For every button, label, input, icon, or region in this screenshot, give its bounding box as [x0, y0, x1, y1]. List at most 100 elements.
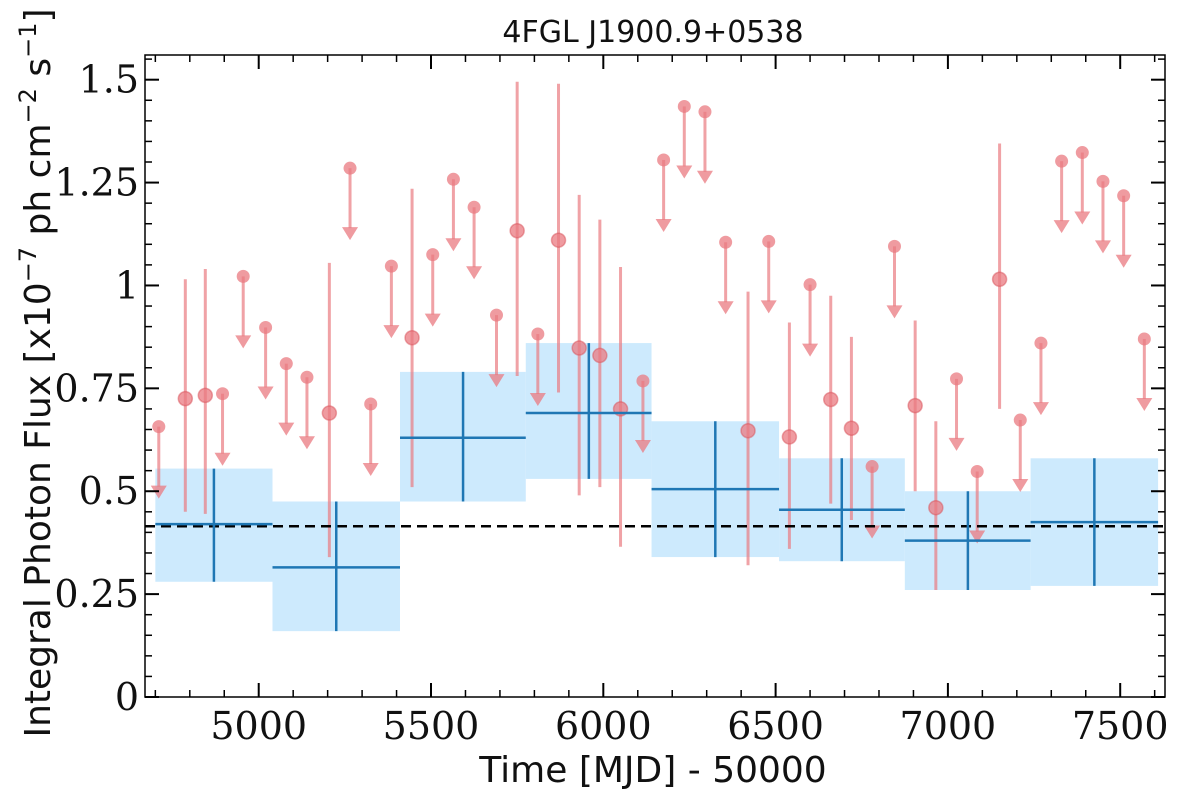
short-bin-point — [928, 499, 944, 516]
upper-limit-arrowhead — [1032, 402, 1049, 416]
upper-limit-arrowhead — [886, 305, 903, 319]
upper-limit-arrowhead — [1094, 240, 1111, 254]
y-axis-label-mid2: s — [18, 58, 59, 88]
upper-limit-point — [300, 370, 314, 384]
upper-limit-point — [1096, 174, 1110, 188]
upper-limit-arrowhead — [488, 374, 505, 388]
y-tick-label: 0.5 — [79, 469, 139, 513]
axes-frame — [144, 54, 1166, 698]
upper-limit-point — [531, 327, 545, 341]
upper-limit-arrowhead — [948, 437, 965, 451]
upper-limit-point — [698, 105, 712, 119]
upper-limit-arrowhead — [676, 165, 693, 179]
upper-limit-point — [259, 320, 273, 334]
upper-limit-arrowhead — [634, 439, 651, 453]
upper-limit-point — [236, 269, 250, 283]
upper-limit-point — [467, 200, 481, 214]
upper-limit-point — [677, 99, 691, 113]
short-bin-point — [177, 390, 194, 407]
y-tick-label: 1 — [115, 263, 139, 307]
y-axis-label-end: ] — [18, 8, 59, 22]
upper-limit-point — [719, 235, 733, 249]
upper-limit-point — [426, 248, 440, 262]
short-bin-point — [781, 429, 798, 445]
short-bin-point — [321, 405, 338, 421]
chart-title: 4FGL J1900.9+0538 — [502, 15, 803, 50]
upper-limit-point — [970, 464, 984, 478]
y-axis-label-main: Integral Photon Flux [x10 — [18, 282, 59, 737]
short-bin-point — [843, 420, 860, 437]
upper-limit-arrowhead — [362, 462, 379, 476]
y-tick-label: 1.25 — [54, 161, 139, 205]
upper-limit-point — [364, 397, 378, 411]
y-tick-label: 1.5 — [79, 58, 139, 102]
upper-limit-arrowhead — [342, 227, 359, 241]
upper-limit-point — [803, 278, 817, 292]
upper-limit-arrowhead — [1074, 211, 1091, 225]
upper-limit-arrowhead — [1053, 220, 1070, 234]
upper-limit-point — [1075, 146, 1089, 160]
upper-limit-arrowhead — [864, 525, 881, 539]
upper-limit-point — [216, 387, 230, 401]
short-bin-point — [404, 329, 420, 346]
upper-limit-arrowhead — [969, 530, 986, 544]
upper-limit-point — [152, 420, 166, 434]
x-tick-label: 7000 — [900, 704, 997, 748]
upper-limit-arrowhead — [214, 452, 231, 466]
y-tick-label: 0 — [115, 675, 139, 719]
upper-limit-arrowhead — [655, 218, 672, 232]
upper-limit-point — [446, 172, 460, 186]
upper-limit-arrowhead — [235, 335, 252, 349]
short-bin-point — [571, 340, 587, 356]
y-tick-labels: 0 0.25 0.5 0.75 1 1.25 1.5 — [54, 58, 139, 719]
upper-limit-arrowhead — [298, 436, 315, 450]
upper-limit-arrowhead — [1115, 254, 1132, 268]
upper-limit-point — [279, 357, 293, 371]
upper-limit-point — [636, 374, 650, 388]
y-tick-label: 0.25 — [54, 572, 139, 616]
y-tick-label: 0.75 — [54, 366, 139, 410]
upper-limit-point — [762, 234, 776, 248]
upper-limit-point — [384, 259, 398, 273]
y-axis-label-exp3: −1 — [14, 23, 42, 58]
short-bin-point — [822, 391, 839, 408]
upper-limit-point — [1034, 336, 1048, 350]
x-tick-label: 6000 — [555, 704, 652, 748]
short-bins-layer — [150, 81, 1153, 590]
upper-limit-point — [343, 161, 357, 175]
upper-limit-point — [489, 308, 503, 322]
short-bin-point — [197, 387, 214, 404]
upper-limit-point — [865, 460, 879, 474]
y-axis-label-exp1: −7 — [14, 247, 42, 282]
upper-limit-arrowhead — [257, 386, 274, 400]
upper-limit-arrowhead — [424, 313, 441, 327]
upper-limit-arrowhead — [466, 266, 483, 280]
upper-limit-arrowhead — [802, 343, 819, 357]
short-bin-point — [740, 422, 756, 439]
upper-limit-arrowhead — [1012, 479, 1029, 493]
upper-limit-point — [657, 153, 671, 167]
x-tick-label: 5000 — [210, 704, 307, 748]
short-bin-point — [907, 397, 923, 414]
upper-limit-point — [950, 372, 964, 386]
upper-limit-point — [1117, 189, 1131, 203]
y-axis-label-exp2: −2 — [14, 88, 42, 123]
upper-limit-arrowhead — [278, 422, 295, 436]
upper-limit-arrowhead — [760, 300, 777, 314]
upper-limit-arrowhead — [445, 238, 462, 252]
upper-limit-arrowhead — [696, 170, 713, 184]
x-tick-label: 6500 — [727, 704, 824, 748]
long-bin-errorbars-layer — [155, 343, 1159, 632]
x-tick-label: 5500 — [383, 704, 480, 748]
short-bin-point — [592, 347, 608, 364]
upper-limit-arrowhead — [383, 325, 400, 339]
short-bin-point — [550, 232, 567, 248]
upper-limit-point — [1055, 154, 1069, 168]
upper-limit-point — [887, 239, 901, 253]
y-axis-label-mid: ph cm — [18, 123, 59, 246]
plot-frame — [144, 54, 1166, 698]
short-bin-point — [509, 222, 525, 239]
upper-limit-arrowhead — [529, 393, 546, 407]
x-tick-label: 7500 — [1072, 704, 1169, 748]
upper-limit-arrowhead — [1136, 397, 1153, 411]
